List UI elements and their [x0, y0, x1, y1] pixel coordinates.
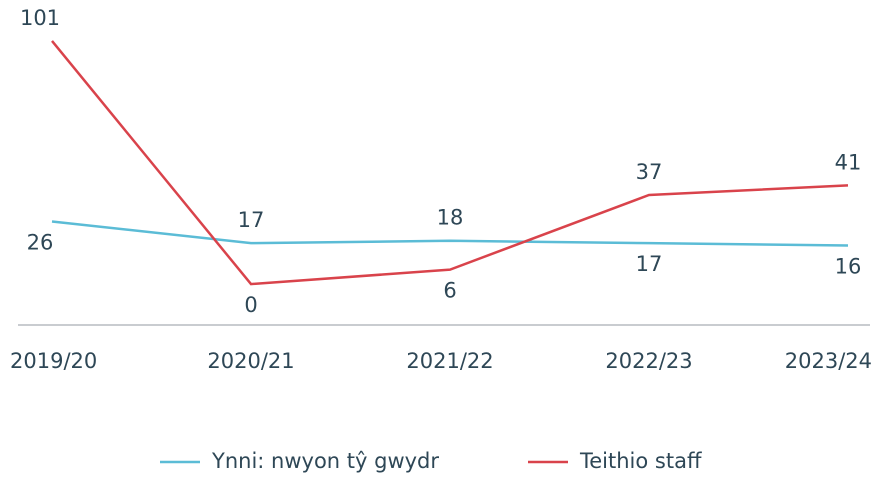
data-label: 41 — [835, 150, 862, 174]
x-tick-label: 2023/24 — [785, 349, 872, 373]
series-line — [51, 220, 849, 247]
legend-label: Teithio staff — [579, 449, 702, 473]
x-tick-label: 2019/20 — [10, 349, 97, 373]
data-label: 0 — [244, 293, 257, 317]
data-label: 37 — [636, 160, 663, 184]
legend-label: Ynni: nwyon tŷ gwydr — [211, 449, 439, 473]
data-label: 17 — [238, 208, 265, 232]
series-line — [51, 40, 849, 286]
x-tick-label: 2022/23 — [605, 349, 692, 373]
data-label: 17 — [636, 252, 663, 276]
data-label: 18 — [437, 206, 464, 230]
data-label: 26 — [27, 230, 54, 254]
data-label: 6 — [443, 279, 456, 303]
x-tick-label: 2020/21 — [207, 349, 294, 373]
data-label: 101 — [20, 6, 60, 30]
x-tick-label: 2021/22 — [406, 349, 493, 373]
data-label: 16 — [835, 255, 862, 279]
